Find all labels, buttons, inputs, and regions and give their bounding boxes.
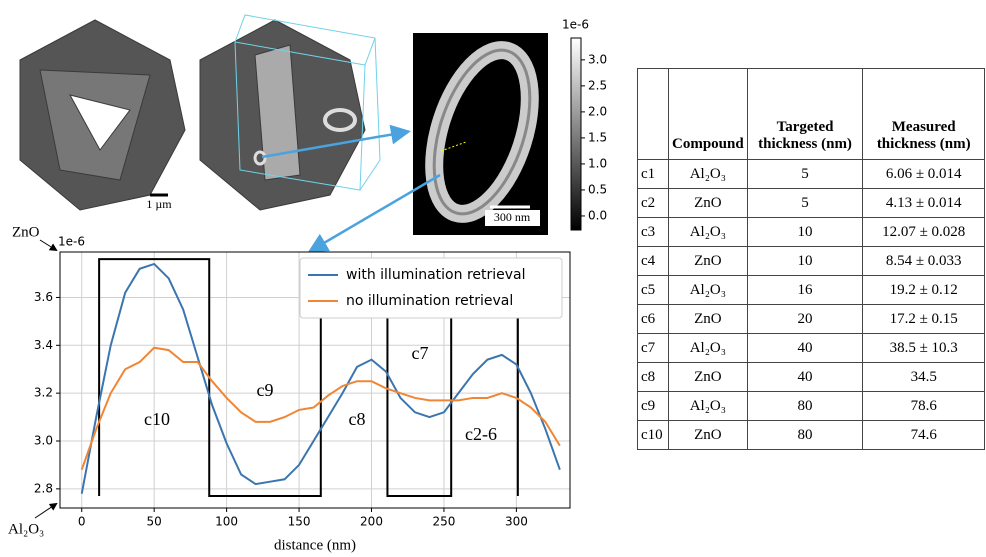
cell: 34.5 — [863, 363, 985, 392]
x-tick-label: 50 — [147, 515, 162, 529]
cell: ZnO — [669, 247, 748, 276]
arrow — [40, 240, 56, 250]
x-tick-label: 250 — [432, 515, 455, 529]
cell: 5 — [747, 189, 863, 218]
cell: ZnO — [669, 421, 748, 450]
cell: 8.54 ± 0.033 — [863, 247, 985, 276]
x-tick-label: 100 — [215, 515, 238, 529]
legend-label: with illumination retrieval — [346, 267, 526, 283]
annotation: c10 — [144, 409, 170, 429]
cell: Al₂O₃ — [669, 334, 748, 363]
offset-label: 1e-6 — [58, 235, 85, 249]
header-cell: Measured thickness (nm) — [863, 69, 985, 160]
header-cell — [638, 69, 669, 160]
cell: ZnO — [669, 305, 748, 334]
cell: 12.07 ± 0.028 — [863, 218, 985, 247]
cell: 17.2 ± 0.15 — [863, 305, 985, 334]
cell: 74.6 — [863, 421, 985, 450]
cell: 40 — [747, 363, 863, 392]
cell: 78.6 — [863, 392, 985, 421]
x-tick-label: 200 — [360, 515, 383, 529]
render-left — [20, 20, 185, 210]
cell: 10 — [747, 218, 863, 247]
cell: 40 — [747, 334, 863, 363]
cell: 38.5 ± 10.3 — [863, 334, 985, 363]
cell: 19.2 ± 0.12 — [863, 276, 985, 305]
colorbar-tick-label: 2.0 — [588, 104, 607, 118]
colorbar-tick-label: 1.5 — [588, 130, 607, 144]
scale-bar-label: 1 µm — [146, 197, 172, 211]
cell: 6.06 ± 0.014 — [863, 160, 985, 189]
cell: 20 — [747, 305, 863, 334]
x-axis-label: distance (nm) — [274, 537, 356, 553]
annotation: c9 — [257, 380, 274, 400]
cell: Al₂O₃ — [669, 218, 748, 247]
colorbar-offset: 1e-6 — [562, 18, 589, 32]
cell: 80 — [747, 421, 863, 450]
y-tick-label: 3.0 — [34, 434, 53, 448]
colorbar — [571, 38, 581, 230]
cell: c2 — [638, 189, 669, 218]
cell: c8 — [638, 363, 669, 392]
cell: 4.13 ± 0.014 — [863, 189, 985, 218]
header-cell: Compound — [669, 69, 748, 160]
colorbar-tick-label: 0.0 — [588, 208, 607, 222]
cell: c4 — [638, 247, 669, 276]
scale-bar-label: 300 nm — [494, 210, 531, 224]
x-tick-label: 150 — [288, 515, 311, 529]
legend-label: no illumination retrieval — [346, 293, 513, 309]
cell: Al₂O₃ — [669, 276, 748, 305]
x-tick-label: 0 — [78, 515, 86, 529]
annotation: c8 — [349, 409, 366, 429]
cell: c9 — [638, 392, 669, 421]
top-label: ZnO — [12, 224, 40, 240]
y-tick-label: 3.4 — [34, 338, 53, 352]
cell: 10 — [747, 247, 863, 276]
bottom-label: Al₂O₃ — [8, 521, 44, 537]
cell: c5 — [638, 276, 669, 305]
cell: 80 — [747, 392, 863, 421]
cell: c6 — [638, 305, 669, 334]
x-tick-label: 300 — [505, 515, 528, 529]
cell: c10 — [638, 421, 669, 450]
cell: Al₂O₃ — [669, 160, 748, 189]
header-cell: Targeted thickness (nm) — [747, 69, 863, 160]
colorbar-tick-label: 0.5 — [588, 182, 607, 196]
cell: c3 — [638, 218, 669, 247]
cell: ZnO — [669, 363, 748, 392]
cell: 5 — [747, 160, 863, 189]
colorbar-tick-label: 3.0 — [588, 52, 607, 66]
y-tick-label: 3.6 — [34, 290, 53, 304]
annotation: c2-6 — [465, 424, 497, 444]
y-tick-label: 3.2 — [34, 386, 53, 400]
colorbar-tick-label: 1.0 — [588, 156, 607, 170]
cell: 16 — [747, 276, 863, 305]
colorbar-tick-label: 2.5 — [588, 78, 607, 92]
render-middle — [200, 20, 365, 210]
page: 1 µm 300 nm 1e-6 ZnO Al₂O₃ 1e-6 distance… — [0, 0, 986, 557]
cell: Al₂O₃ — [669, 392, 748, 421]
arrow — [35, 504, 56, 518]
y-tick-label: 2.8 — [34, 481, 53, 495]
cell: c7 — [638, 334, 669, 363]
annotation: c7 — [412, 343, 429, 363]
cell: ZnO — [669, 189, 748, 218]
cell: c1 — [638, 160, 669, 189]
